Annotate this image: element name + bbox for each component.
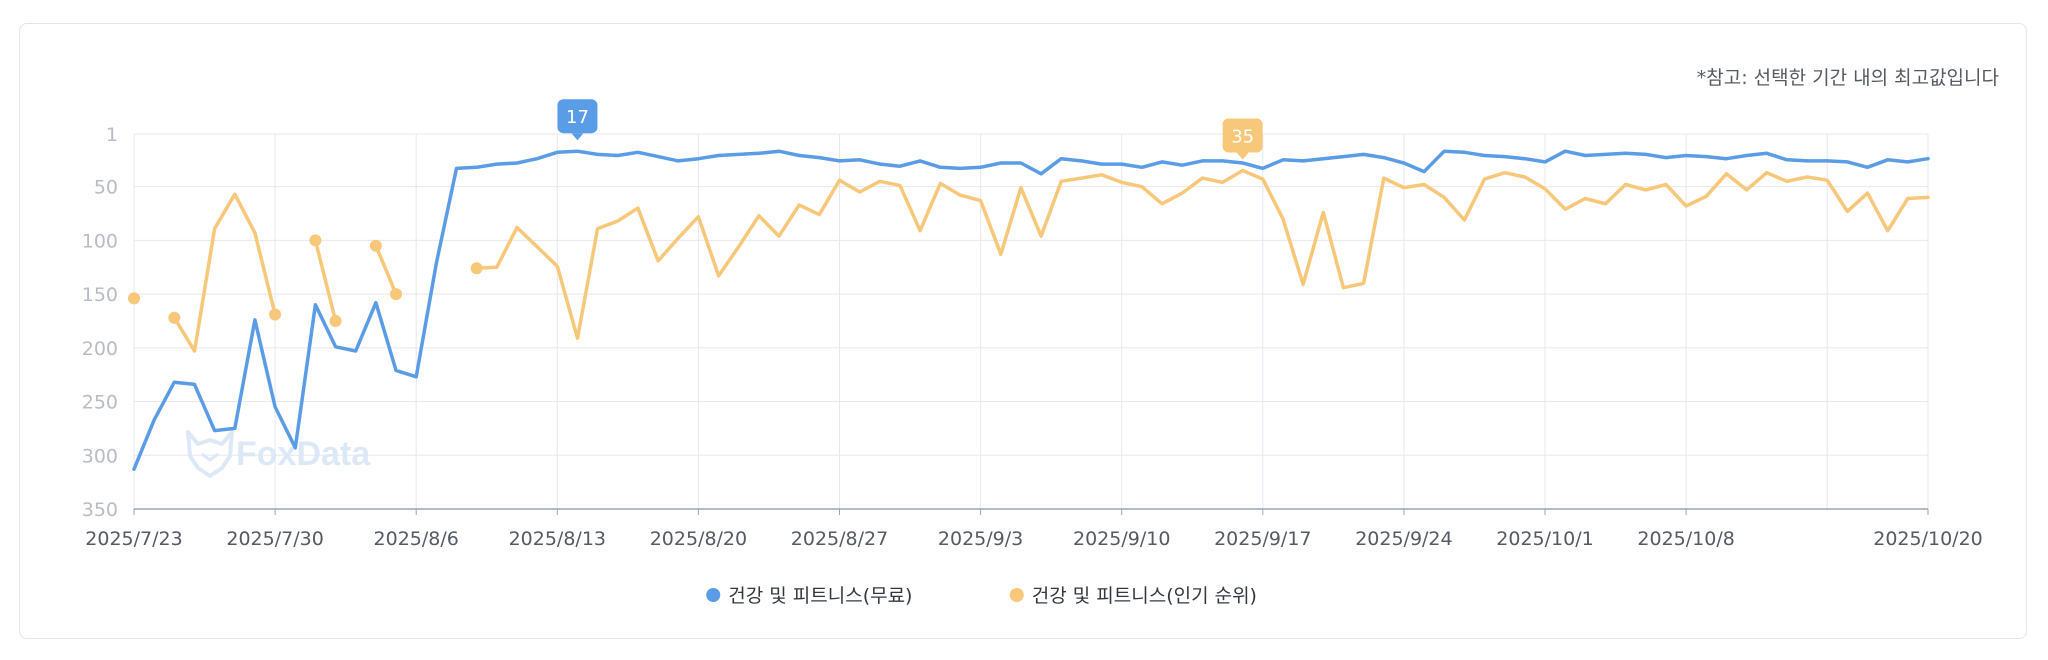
x-tick-label: 2025/7/30: [226, 528, 323, 550]
x-tick-label: 2025/8/6: [374, 528, 459, 550]
x-tick-label: 2025/7/23: [85, 528, 182, 550]
data-point: [390, 288, 403, 301]
series-line: [474, 168, 1930, 340]
data-point: [369, 239, 382, 252]
legend: 건강 및 피트니스(무료) 건강 및 피트니스(인기 순위): [706, 585, 1257, 607]
series-line: [172, 192, 277, 353]
y-tick-label: 200: [82, 338, 118, 360]
y-tick-label: 150: [82, 284, 118, 306]
y-tick-label: 100: [82, 230, 118, 252]
x-tick-label: 2025/10/1: [1496, 528, 1593, 550]
peak-badge-pointer: [1236, 152, 1249, 160]
data-point: [309, 234, 322, 247]
x-tick-label: 2025/8/13: [509, 528, 606, 550]
peak-badge-box: [557, 99, 598, 134]
series-line: [313, 238, 338, 323]
peak-badge-label: 35: [1231, 127, 1254, 148]
x-tick-label: 2025/9/3: [938, 528, 1023, 550]
x-tick-label: 2025/10/8: [1637, 528, 1734, 550]
x-tick-label: 2025/8/20: [650, 528, 747, 550]
x-tick-label: 2025/9/24: [1355, 528, 1452, 550]
peak-badge-1: 17: [557, 99, 598, 141]
y-tick-label: 350: [82, 499, 118, 521]
legend-marker: [706, 588, 721, 602]
x-tick-label: 2025/9/17: [1214, 528, 1311, 550]
y-tick-label: 50: [94, 177, 118, 199]
legend-marker: [1009, 588, 1024, 602]
data-point: [470, 262, 483, 275]
legend-item-1: 건강 및 피트니스(무료): [706, 585, 912, 607]
series-2: [128, 168, 1930, 353]
series-line: [132, 149, 1930, 471]
y-tick-label: 300: [82, 445, 118, 467]
watermark-text: FoxData: [236, 435, 371, 473]
y-tick-label: 250: [82, 392, 118, 414]
peak-badge-box: [1222, 118, 1263, 153]
watermark: FoxData: [186, 430, 371, 478]
legend-label: 건강 및 피트니스(인기 순위): [1032, 585, 1257, 607]
series-layer: [128, 149, 1930, 471]
reference-note: *참고: 선택한 기간 내의 최고값입니다: [1697, 67, 1999, 89]
peak-badge-2: 35: [1222, 118, 1263, 160]
legend-label: 건강 및 피트니스(무료): [728, 585, 912, 607]
series-line: [374, 243, 398, 296]
series-1: [132, 149, 1930, 471]
data-point: [269, 308, 282, 321]
x-tick-label: 2025/8/27: [791, 528, 888, 550]
peak-badge-pointer: [571, 133, 584, 141]
legend-item-2: 건강 및 피트니스(인기 순위): [1009, 585, 1257, 607]
data-point: [329, 314, 342, 327]
data-point: [168, 311, 181, 324]
peak-badge-label: 17: [566, 107, 589, 128]
y-tick-label: 1: [106, 124, 118, 146]
data-point: [128, 292, 140, 305]
x-tick-label: 2025/10/20: [1873, 528, 1983, 550]
fox-logo-icon: [186, 430, 234, 478]
grid-layer: [133, 133, 1929, 509]
x-tick-label: 2025/9/10: [1073, 528, 1170, 550]
chart-card: FoxData 17 35 1 50 100 150 200 250 300 350 2025/7…: [19, 23, 2027, 639]
